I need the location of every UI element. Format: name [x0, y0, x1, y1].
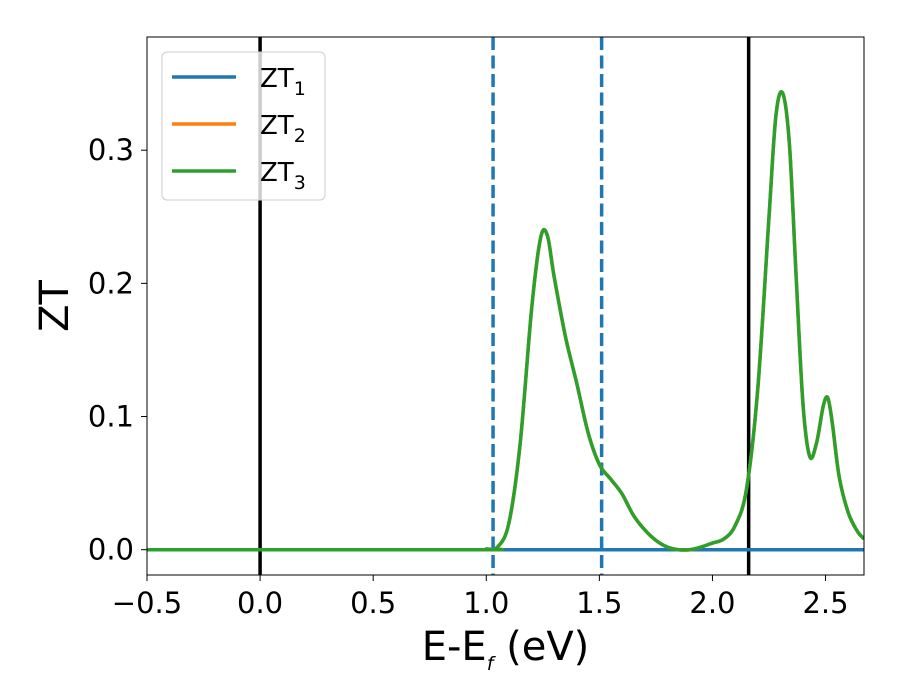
- y-tick-label-3: 0.3: [88, 133, 134, 167]
- legend-entry-2: ZT3: [260, 158, 306, 194]
- y-axis-ticks: 0.0 0.1 0.2 0.3: [88, 133, 147, 567]
- legend-entry-2-name: ZT: [260, 158, 294, 188]
- y-tick-label-0: 0.0: [88, 533, 134, 567]
- x-axis-label-tail: (eV): [493, 624, 589, 670]
- x-tick-label-4: 1.5: [576, 586, 622, 620]
- legend-entry-1-subscript: 2: [294, 125, 306, 147]
- x-axis-label: E-Ef (eV): [422, 624, 590, 675]
- legend-entry-0: ZT1: [260, 64, 306, 100]
- x-tick-label-2: 0.5: [350, 586, 396, 620]
- series-line-zt3: [147, 90, 864, 552]
- y-tick-label-1: 0.1: [88, 400, 134, 434]
- legend-entry-1-name: ZT: [260, 111, 294, 141]
- legend-entry-0-subscript: 1: [294, 78, 306, 100]
- x-tick-label-1: 0.0: [237, 586, 283, 620]
- x-axis-ticks: −0.5 0.0 0.5 1.0 1.5 2.0 2.5: [112, 575, 849, 620]
- y-tick-label-2: 0.2: [88, 266, 134, 300]
- y-axis-label: ZT: [32, 280, 78, 332]
- legend-entry-0-name: ZT: [260, 64, 294, 94]
- series-layer: [147, 90, 864, 552]
- axes-frame: [146, 36, 865, 576]
- legend-entry-2-subscript: 3: [294, 172, 306, 194]
- legend-box: [161, 51, 326, 201]
- x-tick-label-3: 1.0: [463, 586, 509, 620]
- x-axis-label-main: E-E: [422, 624, 487, 670]
- legend-entry-1: ZT2: [260, 111, 306, 147]
- x-tick-label-5: 2.0: [689, 586, 735, 620]
- x-tick-label-6: 2.5: [802, 586, 848, 620]
- x-tick-label-0: −0.5: [112, 586, 182, 620]
- x-axis-label-sub: f: [487, 653, 497, 675]
